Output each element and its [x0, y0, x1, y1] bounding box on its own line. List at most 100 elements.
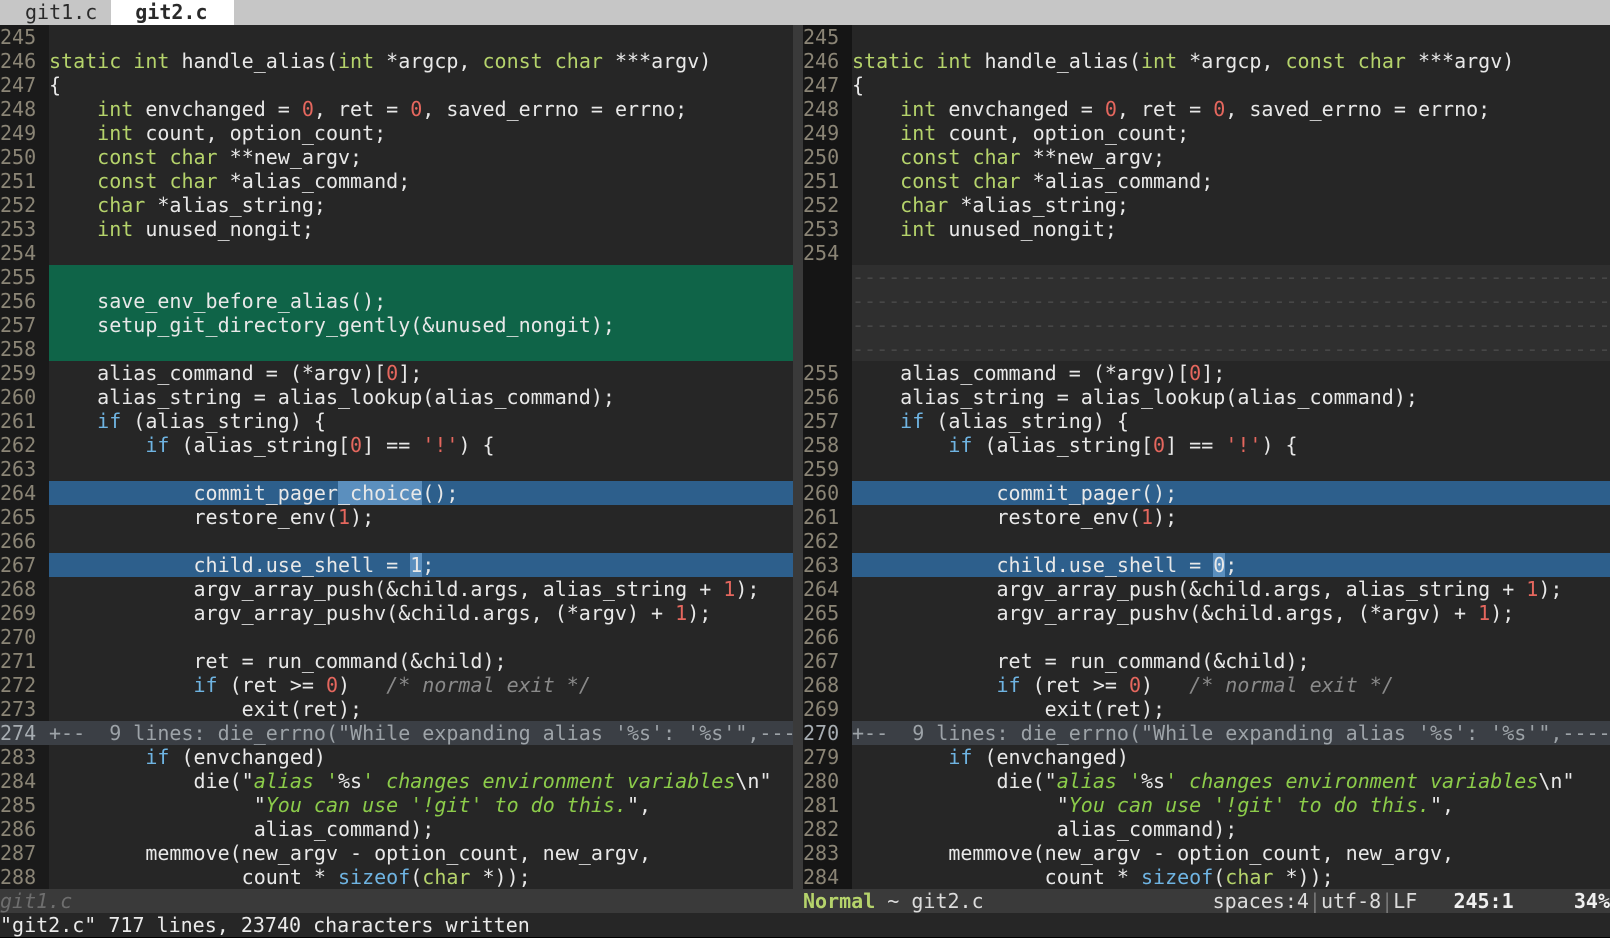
- changed-line[interactable]: 264 commit_pager_choice();: [0, 481, 793, 505]
- code-line[interactable]: 262 if (alias_string[0] == '!') {: [0, 433, 793, 457]
- code-line[interactable]: 272 if (ret >= 0) /* normal exit */: [0, 673, 793, 697]
- code-line[interactable]: 246 static int handle_alias(int *argcp, c…: [803, 49, 1610, 73]
- code-line[interactable]: 260 alias_string = alias_lookup(alias_co…: [0, 385, 793, 409]
- code-line[interactable]: 252 char *alias_string;: [803, 193, 1610, 217]
- filler-line[interactable]: ----------------------------------------…: [803, 313, 1610, 337]
- code-text: memmove(new_argv - option_count, new_arg…: [852, 841, 1455, 865]
- changed-text: _choice: [337, 481, 423, 505]
- code-line[interactable]: 259: [803, 457, 1610, 481]
- keyword: char: [169, 169, 218, 193]
- literal: 0: [386, 361, 399, 385]
- code-line[interactable]: 252 char *alias_string;: [0, 193, 793, 217]
- code-line[interactable]: 266: [803, 625, 1610, 649]
- code-line[interactable]: 286 alias_command);: [0, 817, 793, 841]
- changed-line[interactable]: 260 commit_pager();: [803, 481, 1610, 505]
- code-line[interactable]: 284 count * sizeof(char *));: [803, 865, 1610, 889]
- code-line[interactable]: 261 if (alias_string) {: [0, 409, 793, 433]
- line-number: 262: [0, 433, 49, 457]
- tab-git1-c[interactable]: git1.c: [25, 0, 98, 24]
- code-line[interactable]: 282 alias_command);: [803, 817, 1610, 841]
- code-line[interactable]: 255 alias_command = (*argv)[0];: [803, 361, 1610, 385]
- code-line[interactable]: 271 ret = run_command(&child);: [0, 649, 793, 673]
- code-text: ret = run_command(&child);: [852, 649, 1310, 673]
- filler-line[interactable]: ----------------------------------------…: [803, 289, 1610, 313]
- code-line[interactable]: 259 alias_command = (*argv)[0];: [0, 361, 793, 385]
- code-line[interactable]: 245: [0, 25, 793, 49]
- code-line[interactable]: 251 const char *alias_command;: [803, 169, 1610, 193]
- keyword: int: [1141, 49, 1178, 73]
- code-line[interactable]: 251 const char *alias_command;: [0, 169, 793, 193]
- code-line[interactable]: 253 int unused_nongit;: [803, 217, 1610, 241]
- code-line[interactable]: 254: [803, 241, 1610, 265]
- literal: 0: [301, 97, 314, 121]
- code-line[interactable]: 268 if (ret >= 0) /* normal exit */: [803, 673, 1610, 697]
- code-line[interactable]: 257 if (alias_string) {: [803, 409, 1610, 433]
- code-line[interactable]: 269 argv_array_pushv(&child.args, (*argv…: [0, 601, 793, 625]
- code-text: ": [852, 793, 1069, 817]
- code-line[interactable]: 247{: [0, 73, 793, 97]
- code-line[interactable]: 284 die("alias '%s' changes environment …: [0, 769, 793, 793]
- vertical-split-separator[interactable]: [793, 25, 803, 889]
- code-line[interactable]: 267 ret = run_command(&child);: [803, 649, 1610, 673]
- code-text: restore_env(: [852, 505, 1141, 529]
- code-line[interactable]: 269 exit(ret);: [803, 697, 1610, 721]
- code-line[interactable]: 263: [0, 457, 793, 481]
- command-line[interactable]: "git2.c" 717 lines, 23740 characters wri…: [0, 913, 1610, 938]
- changed-line[interactable]: 267 child.use_shell = 1;: [0, 553, 793, 577]
- code-line[interactable]: 261 restore_env(1);: [803, 505, 1610, 529]
- code-line[interactable]: 253 int unused_nongit;: [0, 217, 793, 241]
- tab-git2-c[interactable]: git2.c: [111, 0, 234, 25]
- code-line[interactable]: 265 restore_env(1);: [0, 505, 793, 529]
- line-number: 282: [803, 817, 852, 841]
- line-content: alias_string = alias_lookup(alias_comman…: [49, 385, 793, 409]
- code-line[interactable]: 268 argv_array_push(&child.args, alias_s…: [0, 577, 793, 601]
- line-number: 250: [803, 145, 852, 169]
- code-line[interactable]: 254: [0, 241, 793, 265]
- code-line[interactable]: 250 const char **new_argv;: [0, 145, 793, 169]
- changed-line[interactable]: 263 child.use_shell = 0;: [803, 553, 1610, 577]
- code-line[interactable]: 279 if (envchanged): [803, 745, 1610, 769]
- scroll-percent: 34%: [1573, 889, 1610, 913]
- added-line[interactable]: 256 save_env_before_alias();: [0, 289, 793, 313]
- code-line[interactable]: 265 argv_array_pushv(&child.args, (*argv…: [803, 601, 1610, 625]
- code-line[interactable]: 283 if (envchanged): [0, 745, 793, 769]
- added-line[interactable]: 255: [0, 265, 793, 289]
- added-line[interactable]: 258: [0, 337, 793, 361]
- fold-line[interactable]: 274 +-- 9 lines: die_errno("While expandi…: [0, 721, 793, 745]
- code-line[interactable]: 273 exit(ret);: [0, 697, 793, 721]
- code-line[interactable]: 248 int envchanged = 0, ret = 0, saved_e…: [803, 97, 1610, 121]
- code-line[interactable]: 262: [803, 529, 1610, 553]
- control-keyword: if: [948, 433, 973, 457]
- code-line[interactable]: 287 memmove(new_argv - option_count, new…: [0, 841, 793, 865]
- code-line[interactable]: 264 argv_array_push(&child.args, alias_s…: [803, 577, 1610, 601]
- code-line[interactable]: 266: [0, 529, 793, 553]
- added-line[interactable]: 257 setup_git_directory_gently(&unused_n…: [0, 313, 793, 337]
- filler-line[interactable]: ----------------------------------------…: [803, 265, 1610, 289]
- code-line[interactable]: 288 count * sizeof(char *));: [0, 865, 793, 889]
- line-content: argv_array_push(&child.args, alias_strin…: [852, 577, 1610, 601]
- code-text: count, option_count;: [936, 121, 1190, 145]
- code-line[interactable]: 247{: [803, 73, 1610, 97]
- code-line[interactable]: 248 int envchanged = 0, ret = 0, saved_e…: [0, 97, 793, 121]
- line-number: 279: [803, 745, 852, 769]
- code-line[interactable]: 258 if (alias_string[0] == '!') {: [803, 433, 1610, 457]
- code-text: (alias_string[: [972, 433, 1154, 457]
- fold-line[interactable]: 270 +-- 9 lines: die_errno("While expandi…: [803, 721, 1610, 745]
- code-line[interactable]: 245: [803, 25, 1610, 49]
- left-editor-pane[interactable]: 245 246 static int handle_alias(int *argcp…: [0, 25, 793, 889]
- code-text: (: [1213, 865, 1226, 889]
- right-editor-pane[interactable]: 245 246 static int handle_alias(int *argcp…: [803, 25, 1610, 889]
- code-line[interactable]: 249 int count, option_count;: [803, 121, 1610, 145]
- code-line[interactable]: 246 static int handle_alias(int *argcp, c…: [0, 49, 793, 73]
- code-line[interactable]: 256 alias_string = alias_lookup(alias_co…: [803, 385, 1610, 409]
- code-line[interactable]: 285 "You can use '!git' to do this.",: [0, 793, 793, 817]
- filler-line[interactable]: ----------------------------------------…: [803, 337, 1610, 361]
- code-line[interactable]: 270: [0, 625, 793, 649]
- code-text: [49, 169, 97, 193]
- line-number: [803, 289, 852, 313]
- code-line[interactable]: 250 const char **new_argv;: [803, 145, 1610, 169]
- code-line[interactable]: 283 memmove(new_argv - option_count, new…: [803, 841, 1610, 865]
- code-line[interactable]: 249 int count, option_count;: [0, 121, 793, 145]
- code-line[interactable]: 281 "You can use '!git' to do this.",: [803, 793, 1610, 817]
- code-line[interactable]: 280 die("alias '%s' changes environment …: [803, 769, 1610, 793]
